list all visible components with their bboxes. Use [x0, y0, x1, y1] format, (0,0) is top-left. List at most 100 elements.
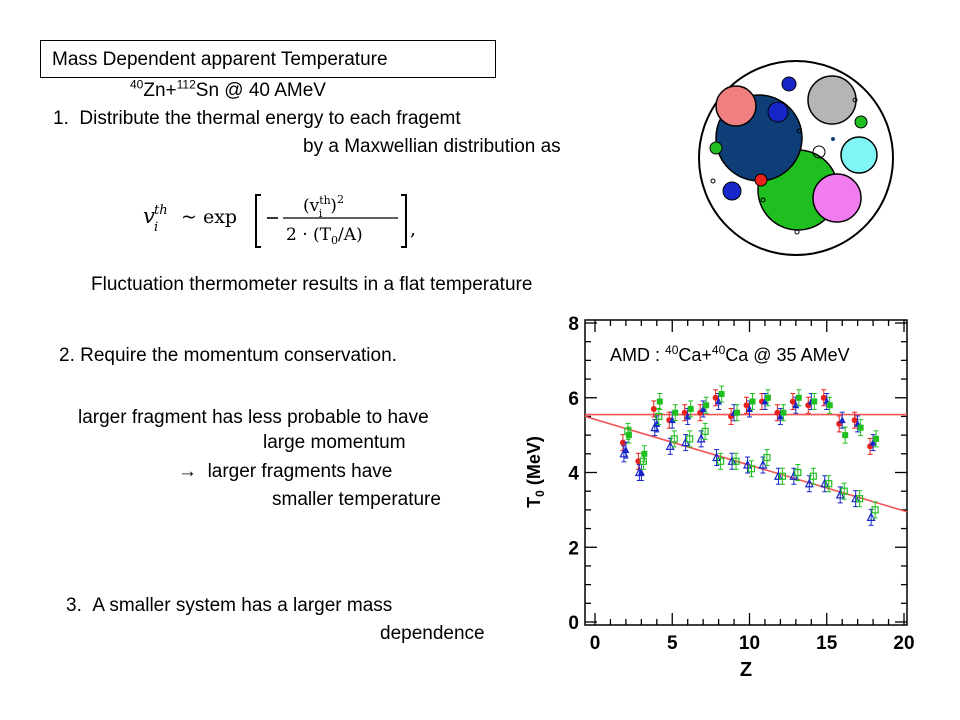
item2-line5: smaller temperature: [272, 489, 441, 510]
data-point: [809, 467, 817, 485]
data-point: [873, 430, 880, 448]
data-point: [728, 407, 735, 425]
item2-line3: large momentum: [263, 432, 406, 453]
fragment-dot-3: [831, 137, 835, 141]
plot-frame: [584, 319, 908, 626]
temperature-plot: 0 5 10 15 20 0 2 4 6 8 Z T0 (MeV) AMD : 40Ca+40Ca…: [524, 314, 915, 681]
data-point: [747, 460, 756, 478]
data-point: [866, 508, 876, 526]
data-point: [656, 392, 663, 410]
data-point: [696, 430, 706, 448]
data-point: [625, 426, 632, 444]
fragment-dot-2: [796, 128, 802, 134]
item3-text: A smaller system has a larger mass: [92, 595, 393, 616]
item1-line2: by a Maxwellian distribution as: [303, 136, 561, 157]
reaction-mass-a: 40: [130, 77, 144, 92]
data-point: [871, 501, 879, 519]
data-point: [758, 456, 768, 474]
data-point: [717, 452, 725, 470]
reaction-element-b: Sn @ 40 AMeV: [195, 80, 326, 101]
y-tick-label: 2: [568, 538, 579, 559]
item3-line2: dependence: [380, 623, 485, 644]
fragment-red: [754, 173, 768, 187]
data-point: [811, 392, 818, 410]
fragment-blue-small-1: [781, 76, 797, 92]
slide-title-text: Mass Dependent apparent Temperature: [52, 49, 388, 70]
plot-ticks: [585, 320, 907, 625]
x-tick-label: 15: [816, 633, 838, 654]
fragment-dot-6: [794, 229, 800, 235]
data-point: [734, 404, 741, 422]
data-point: [778, 467, 786, 485]
eq-left-bracket: [255, 194, 261, 248]
item3-line1: 3. A smaller system has a larger mass: [66, 595, 392, 617]
data-point: [686, 430, 694, 448]
item1-number: 1.: [53, 108, 69, 129]
y-tick-label: 0: [568, 613, 579, 634]
data-point: [789, 392, 796, 410]
fragment-dot-5: [760, 197, 766, 203]
item1-line1: 1. Distribute the thermal energy to each…: [53, 108, 461, 130]
data-point: [804, 475, 814, 493]
data-point: [743, 456, 752, 474]
fragment-grey: [807, 75, 857, 125]
eq-den: 2 · (T0/A): [286, 225, 363, 247]
data-point: [840, 482, 848, 500]
data-point: [795, 389, 802, 407]
fragment-magenta: [812, 173, 862, 223]
item3-number: 3.: [66, 595, 82, 616]
fragment-pink: [715, 85, 757, 127]
data-point: [869, 434, 877, 452]
item2-line4: → larger fragments have: [178, 461, 392, 483]
item2-line1: 2. Require the momentum conservation.: [59, 345, 397, 366]
x-tick-label: 5: [667, 633, 678, 654]
data-point: [856, 490, 864, 508]
eq-lhs: v: [143, 204, 155, 228]
data-point: [820, 389, 827, 407]
data-point: [624, 422, 632, 440]
data-point: [672, 404, 679, 422]
reaction-label: 40Zn+112Sn @ 40 AMeV: [130, 77, 326, 102]
fragment-green-small-2: [709, 141, 723, 155]
eq-num: (vth i)2: [303, 193, 344, 220]
fragment-blue-small-3: [722, 181, 742, 201]
slide-title: Mass Dependent apparent Temperature: [40, 40, 496, 78]
data-point: [687, 400, 694, 418]
fragment-blue-small-2: [767, 101, 789, 123]
eq-exp: ~ exp: [181, 206, 237, 228]
fragment-green-small-1: [854, 115, 868, 129]
data-point: [619, 445, 629, 463]
data-point: [857, 419, 864, 437]
y-tick-label: 8: [568, 314, 579, 335]
data-point: [665, 437, 675, 455]
data-point: [639, 452, 647, 470]
x-tick-label: 10: [739, 633, 760, 654]
data-point: [703, 396, 710, 414]
data-point: [718, 385, 725, 403]
data-point: [842, 426, 849, 444]
fragment-hollow: [812, 145, 826, 159]
data-point: [670, 430, 678, 448]
data-point: [712, 389, 719, 407]
tick-labels: 0 5 10 15 20 0 2 4 6 8: [568, 314, 914, 654]
item2-line2: larger fragment has less probable to hav…: [78, 407, 429, 428]
eq-lhs-sub: i: [154, 220, 158, 235]
data-point: [794, 464, 802, 481]
maxwellian-equation: v th i ~ exp (vth i)2 2 · (T0/A) ,: [143, 193, 416, 248]
fragment-circle-diagram: [698, 60, 894, 256]
data-point: [763, 449, 771, 467]
reaction-mass-b: 112: [176, 77, 196, 92]
data-point: [715, 392, 723, 410]
fluctuation-note: Fluctuation thermometer results in a fla…: [91, 274, 533, 295]
data-point: [701, 422, 709, 440]
fragment-dot-4: [710, 178, 716, 184]
data-point: [774, 404, 781, 422]
data-point: [764, 389, 771, 407]
data-point: [825, 475, 833, 493]
eq-lhs-sup: th: [154, 203, 168, 218]
data-point: [732, 452, 740, 470]
data-point: [773, 467, 783, 485]
data-point: [851, 411, 858, 429]
data-point: [655, 407, 663, 425]
y-axis-label: T0 (MeV): [524, 436, 547, 508]
